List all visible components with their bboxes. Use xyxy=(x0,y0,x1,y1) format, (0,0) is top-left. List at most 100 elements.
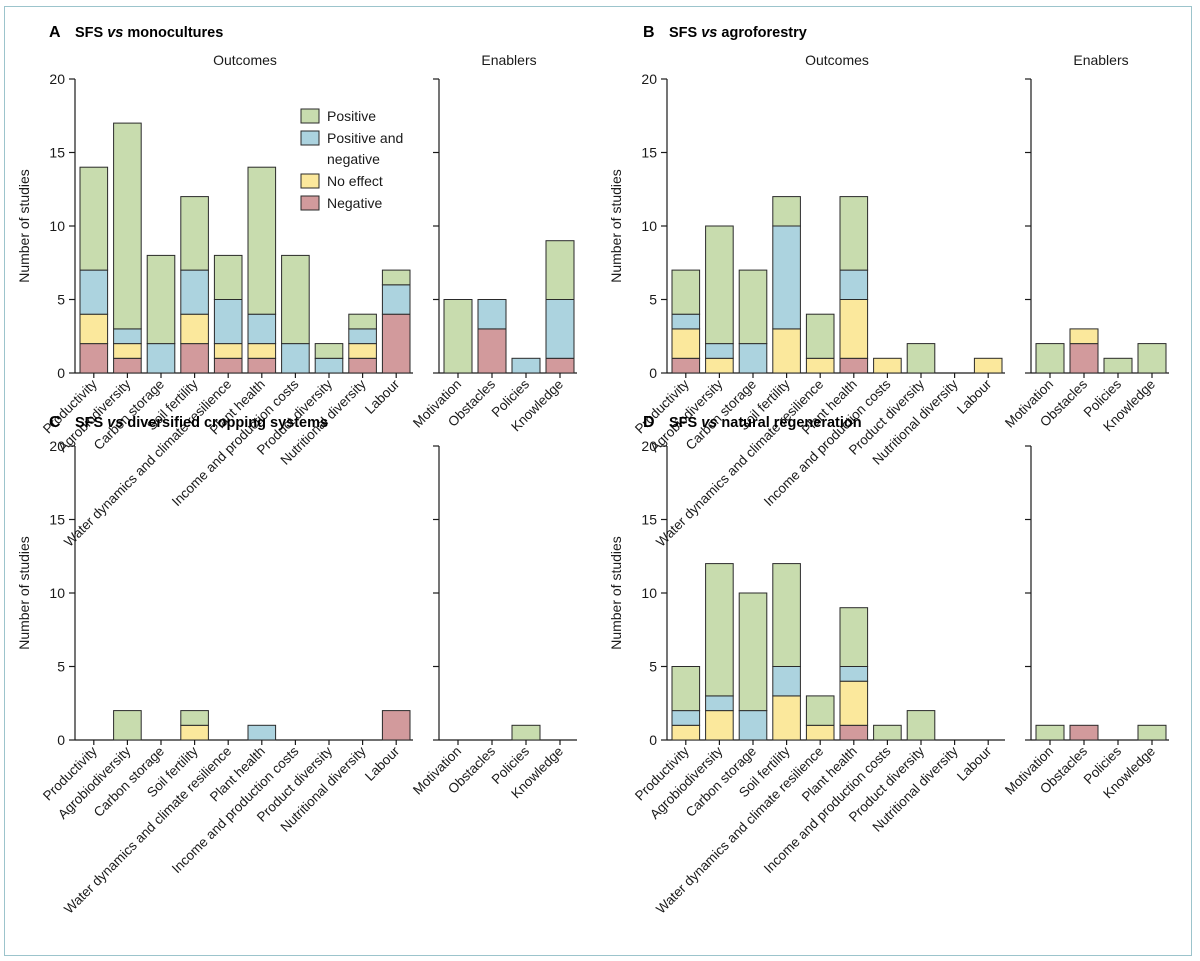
bar-segment-negative xyxy=(1069,343,1099,374)
bar-segment-no-effect xyxy=(213,343,243,359)
bar-segment-positive-and-negative xyxy=(511,357,541,374)
bar-segment-no-effect xyxy=(1069,328,1099,345)
bar-segment-positive xyxy=(772,196,801,227)
panel-title-prefix: SFS xyxy=(75,25,107,41)
bar-segment-no-effect xyxy=(671,328,701,359)
y-tick-label: 20 xyxy=(49,71,65,87)
y-tick-label: 20 xyxy=(641,438,657,454)
bar-segment-positive xyxy=(839,196,869,271)
bar-segment-positive xyxy=(281,254,310,345)
bar-segment-positive xyxy=(705,563,734,697)
y-tick-label: 20 xyxy=(49,438,65,454)
bar-segment-negative xyxy=(213,357,243,374)
bar-segment-no-effect xyxy=(113,343,142,359)
bar-segment-negative xyxy=(348,357,377,374)
bar-segment-positive xyxy=(805,695,835,726)
panel-letter: D xyxy=(643,414,655,431)
y-tick-label: 10 xyxy=(49,218,65,234)
bar-segment-positive-and-negative xyxy=(738,343,768,374)
bar-segment-positive xyxy=(873,724,902,741)
bar-segment-positive-and-negative xyxy=(281,343,310,374)
bar-segment-positive-and-negative xyxy=(247,724,277,741)
chart-panel-d: D SFS vs natural regeneration Number of st… xyxy=(608,414,1169,917)
bar-segment-positive-and-negative xyxy=(738,710,768,741)
y-tick-label: 0 xyxy=(649,365,657,381)
panel-title-vs: vs xyxy=(701,25,717,41)
panel-letter: C xyxy=(49,414,61,431)
panel-title-prefix: SFS xyxy=(669,415,701,431)
panel-title-prefix: SFS xyxy=(669,25,701,41)
y-tick-label: 5 xyxy=(649,659,657,675)
y-axis-label: Number of studies xyxy=(16,169,32,283)
bar-segment-positive-and-negative xyxy=(772,225,801,330)
bar-segment-negative xyxy=(113,357,142,374)
bar-segment-no-effect xyxy=(873,357,902,374)
bar-segment-no-effect xyxy=(705,357,734,374)
panel-title-suffix: diversified cropping systems xyxy=(123,415,328,431)
group-label-outcomes: Outcomes xyxy=(805,52,869,68)
x-tick-label: Labour xyxy=(362,743,403,784)
legend-swatch-positive-and-negative xyxy=(300,130,320,146)
legend-label: Positive and xyxy=(327,130,403,146)
panel-title-suffix: natural regeneration xyxy=(717,415,861,431)
bar-segment-positive xyxy=(213,254,243,300)
group-label-outcomes: Outcomes xyxy=(213,52,277,68)
bar-segment-negative xyxy=(671,357,701,374)
bar-segment-positive xyxy=(180,710,209,726)
bar-segment-negative xyxy=(1069,724,1099,741)
chart-panel-c: C SFS vs diversified cropping systems Numb… xyxy=(16,414,577,917)
panel-title: SFS vs natural regeneration xyxy=(669,415,862,431)
bar-segment-positive xyxy=(738,269,768,345)
legend-label: Negative xyxy=(327,195,382,211)
y-tick-label: 5 xyxy=(649,292,657,308)
group-label-enablers: Enablers xyxy=(1073,52,1128,68)
panel-title: SFS vs monocultures xyxy=(75,25,223,41)
bar-segment-positive xyxy=(381,269,411,286)
bar-segment-positive xyxy=(1035,724,1065,741)
bar-segment-positive xyxy=(671,666,701,712)
bar-segment-negative xyxy=(545,357,575,374)
bar-segment-positive xyxy=(113,122,142,330)
panel-title-suffix: agroforestry xyxy=(717,25,806,41)
legend-label: Positive xyxy=(327,108,376,124)
x-tick-label: Labour xyxy=(362,376,403,417)
bar-segment-positive xyxy=(146,254,176,345)
bar-segment-negative xyxy=(839,724,869,741)
bar-segment-positive xyxy=(113,710,142,741)
panel-title-suffix: monocultures xyxy=(123,25,223,41)
y-axis-label: Number of studies xyxy=(608,536,624,650)
bar-segment-positive xyxy=(348,313,377,330)
bar-segment-positive-and-negative xyxy=(146,343,176,374)
bar-segment-positive-and-negative xyxy=(213,299,243,345)
y-tick-label: 15 xyxy=(49,512,65,528)
x-tick-label: Labour xyxy=(954,743,995,784)
x-tick-label: Labour xyxy=(954,376,995,417)
bar-segment-positive xyxy=(247,166,277,315)
bar-segment-no-effect xyxy=(79,313,109,345)
y-axis-label: Number of studies xyxy=(16,536,32,650)
bar-segment-negative xyxy=(247,357,277,374)
panel-letter: B xyxy=(643,24,655,41)
bar-segment-no-effect xyxy=(839,680,869,726)
panel-title: SFS vs diversified cropping systems xyxy=(75,415,328,431)
bar-segment-positive-and-negative xyxy=(705,695,734,712)
bar-segment-no-effect xyxy=(839,299,869,359)
legend-swatch-negative xyxy=(300,195,320,211)
bar-segment-positive xyxy=(772,563,801,667)
bar-segment-positive xyxy=(314,343,344,359)
group-label-enablers: Enablers xyxy=(481,52,536,68)
bar-segment-negative xyxy=(79,343,109,374)
bar-segment-positive xyxy=(906,710,936,741)
bar-segment-positive xyxy=(805,313,835,359)
y-tick-label: 0 xyxy=(649,732,657,748)
bar-segment-positive-and-negative xyxy=(545,299,575,359)
legend-swatch-positive xyxy=(300,108,320,124)
panel-title-vs: vs xyxy=(701,415,717,431)
bar-segment-positive xyxy=(511,724,541,741)
bar-segment-positive xyxy=(180,196,209,271)
bar-segment-no-effect xyxy=(805,357,835,374)
bar-segment-negative xyxy=(381,710,411,741)
bar-segment-no-effect xyxy=(671,724,701,741)
bar-segment-no-effect xyxy=(247,343,277,359)
y-tick-label: 5 xyxy=(57,292,65,308)
